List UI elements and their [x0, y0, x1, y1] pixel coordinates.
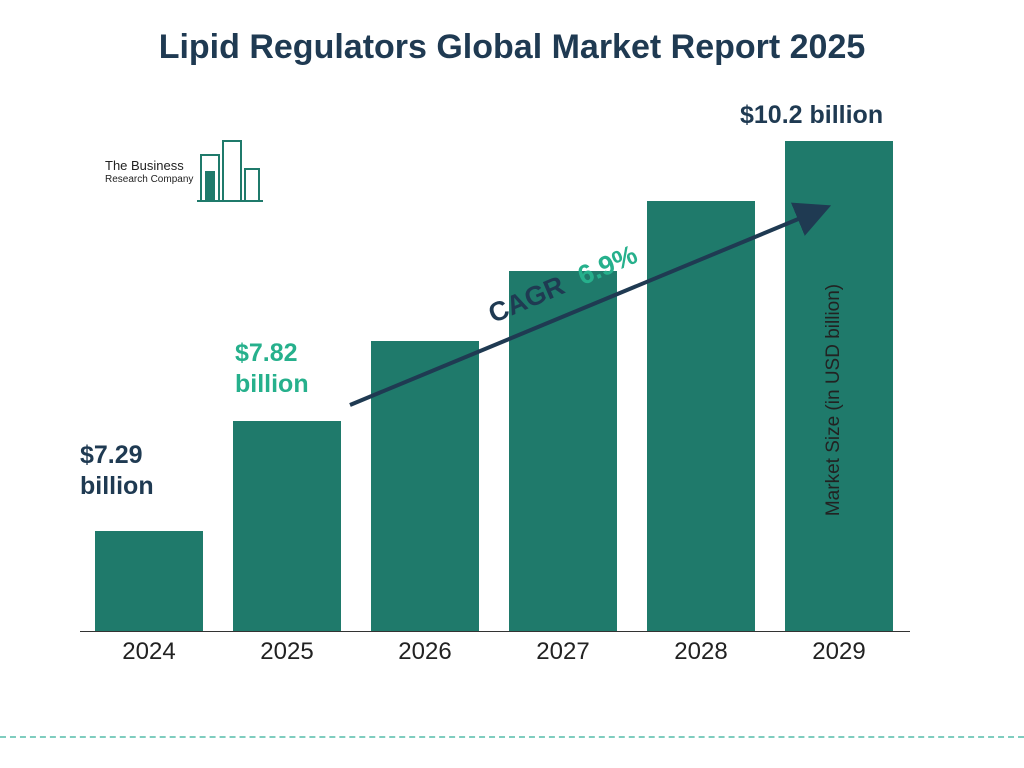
company-logo: The Business Research Company: [105, 135, 265, 221]
logo-bar-3: [245, 169, 259, 201]
logo-line1: The Business: [105, 159, 193, 174]
bar-2025: [233, 421, 341, 631]
bottom-divider: [0, 736, 1024, 738]
value-callout-2025-unit: billion: [235, 370, 309, 398]
x-label-2024: 2024: [95, 638, 203, 666]
x-axis-labels: 2024 2025 2026 2027 2028 2029: [80, 636, 910, 670]
chart-title: Lipid Regulators Global Market Report 20…: [0, 28, 1024, 67]
value-callout-2025: $7.82 billion: [235, 338, 309, 401]
logo-bar-1-fill: [205, 171, 215, 201]
x-label-2027: 2027: [509, 638, 617, 666]
x-label-2026: 2026: [371, 638, 479, 666]
value-callout-2025-amount: $7.82: [235, 339, 298, 367]
value-callout-2029-amount: $10.2 billion: [740, 101, 883, 129]
y-axis-label: Market Size (in USD billion): [823, 284, 845, 516]
value-callout-2029: $10.2 billion: [740, 100, 883, 131]
value-callout-2024-unit: billion: [80, 472, 154, 500]
value-callout-2024: $7.29 billion: [80, 440, 154, 503]
x-label-2025: 2025: [233, 638, 341, 666]
cagr-group: CAGR 6.9%: [350, 230, 870, 450]
logo-bar-2: [223, 141, 241, 201]
x-label-2028: 2028: [647, 638, 755, 666]
logo-line2: Research Company: [105, 174, 193, 186]
x-label-2029: 2029: [785, 638, 893, 666]
logo-text: The Business Research Company: [105, 159, 193, 185]
value-callout-2024-amount: $7.29: [80, 441, 143, 469]
bar-2024: [95, 531, 203, 631]
cagr-arrow-line: [350, 210, 820, 405]
